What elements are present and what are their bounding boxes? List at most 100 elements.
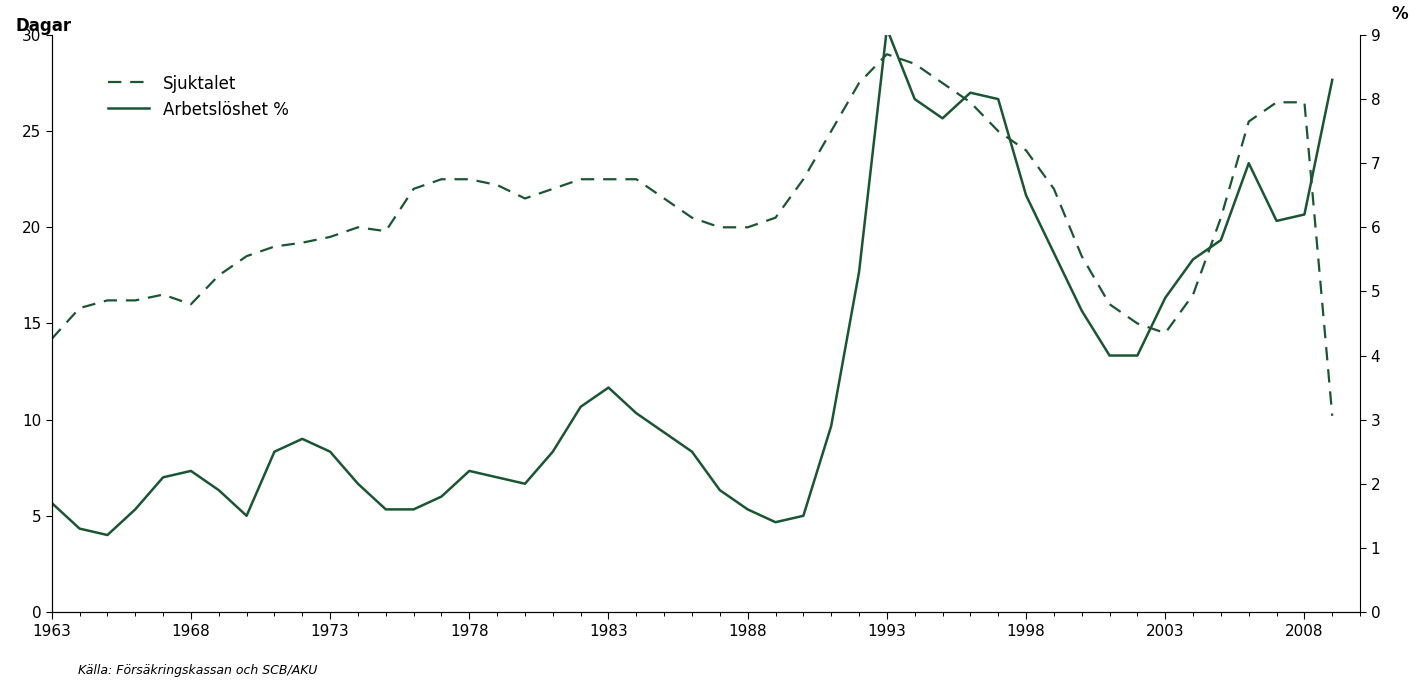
Sjuktalet bbox=[1046, 185, 1063, 193]
Sjuktalet bbox=[712, 223, 729, 232]
Arbetslöshet % bbox=[906, 95, 924, 104]
Sjuktalet bbox=[127, 296, 144, 304]
Sjuktalet bbox=[1241, 117, 1258, 125]
Arbetslöshet % bbox=[572, 402, 589, 411]
Arbetslöshet % bbox=[1184, 255, 1201, 264]
Arbetslöshet % bbox=[1046, 249, 1063, 257]
Arbetslöshet % bbox=[1073, 306, 1090, 315]
Arbetslöshet % bbox=[517, 479, 534, 488]
Sjuktalet bbox=[377, 227, 394, 235]
Y-axis label: Dagar: Dagar bbox=[16, 17, 71, 35]
Sjuktalet bbox=[1268, 98, 1285, 106]
Sjuktalet bbox=[155, 291, 172, 299]
Y-axis label: %: % bbox=[1392, 5, 1407, 23]
Arbetslöshet % bbox=[767, 518, 784, 526]
Sjuktalet bbox=[683, 214, 700, 222]
Arbetslöshet % bbox=[1212, 236, 1229, 244]
Sjuktalet bbox=[1101, 300, 1118, 308]
Arbetslöshet % bbox=[1241, 159, 1258, 168]
Sjuktalet bbox=[656, 194, 673, 202]
Arbetslöshet % bbox=[683, 447, 700, 456]
Sjuktalet bbox=[572, 175, 589, 183]
Arbetslöshet % bbox=[238, 511, 255, 520]
Arbetslöshet % bbox=[377, 505, 394, 513]
Sjuktalet bbox=[238, 252, 255, 260]
Arbetslöshet % bbox=[962, 89, 979, 97]
Sjuktalet bbox=[461, 175, 478, 183]
Sjuktalet bbox=[1184, 291, 1201, 299]
Arbetslöshet % bbox=[601, 383, 618, 392]
Arbetslöshet % bbox=[1101, 351, 1118, 360]
Sjuktalet bbox=[989, 127, 1006, 136]
Arbetslöshet % bbox=[989, 95, 1006, 104]
Arbetslöshet % bbox=[350, 479, 367, 488]
Sjuktalet bbox=[933, 79, 951, 87]
Legend: Sjuktalet, Arbetslöshet %: Sjuktalet, Arbetslöshet % bbox=[100, 67, 297, 128]
Sjuktalet bbox=[182, 300, 199, 308]
Sjuktalet bbox=[851, 79, 868, 87]
Arbetslöshet % bbox=[322, 447, 339, 456]
Sjuktalet bbox=[962, 98, 979, 106]
Sjuktalet bbox=[406, 185, 423, 193]
Arbetslöshet % bbox=[1128, 351, 1146, 360]
Arbetslöshet % bbox=[155, 473, 172, 481]
Arbetslöshet % bbox=[851, 268, 868, 276]
Line: Arbetslöshet %: Arbetslöshet % bbox=[51, 29, 1332, 535]
Arbetslöshet % bbox=[182, 467, 199, 475]
Sjuktalet bbox=[98, 296, 115, 304]
Arbetslöshet % bbox=[266, 447, 283, 456]
Line: Sjuktalet: Sjuktalet bbox=[51, 54, 1332, 416]
Sjuktalet bbox=[1296, 98, 1313, 106]
Sjuktalet bbox=[1323, 412, 1340, 420]
Arbetslöshet % bbox=[461, 467, 478, 475]
Sjuktalet bbox=[350, 223, 367, 232]
Arbetslöshet % bbox=[71, 524, 88, 533]
Arbetslöshet % bbox=[127, 505, 144, 513]
Arbetslöshet % bbox=[628, 409, 645, 417]
Sjuktalet bbox=[1157, 329, 1174, 337]
Sjuktalet bbox=[433, 175, 450, 183]
Sjuktalet bbox=[1128, 319, 1146, 328]
Arbetslöshet % bbox=[433, 492, 450, 501]
Arbetslöshet % bbox=[488, 473, 505, 481]
Text: Källa: Försäkringskassan och SCB/AKU: Källa: Försäkringskassan och SCB/AKU bbox=[78, 664, 317, 677]
Arbetslöshet % bbox=[795, 511, 813, 520]
Sjuktalet bbox=[293, 238, 310, 247]
Sjuktalet bbox=[1017, 146, 1035, 155]
Sjuktalet bbox=[822, 127, 840, 136]
Sjuktalet bbox=[878, 50, 895, 59]
Arbetslöshet % bbox=[1017, 191, 1035, 200]
Arbetslöshet % bbox=[43, 499, 60, 507]
Sjuktalet bbox=[517, 194, 534, 202]
Arbetslöshet % bbox=[712, 486, 729, 494]
Sjuktalet bbox=[795, 175, 813, 183]
Sjuktalet bbox=[1212, 214, 1229, 222]
Sjuktalet bbox=[601, 175, 618, 183]
Arbetslöshet % bbox=[739, 505, 756, 513]
Arbetslöshet % bbox=[1323, 76, 1340, 84]
Arbetslöshet % bbox=[933, 114, 951, 123]
Sjuktalet bbox=[739, 223, 756, 232]
Arbetslöshet % bbox=[822, 422, 840, 430]
Sjuktalet bbox=[71, 304, 88, 312]
Arbetslöshet % bbox=[406, 505, 423, 513]
Arbetslöshet % bbox=[1157, 294, 1174, 302]
Arbetslöshet % bbox=[1268, 217, 1285, 225]
Arbetslöshet % bbox=[211, 486, 228, 494]
Sjuktalet bbox=[906, 60, 924, 68]
Arbetslöshet % bbox=[544, 447, 561, 456]
Arbetslöshet % bbox=[98, 531, 115, 539]
Arbetslöshet % bbox=[1296, 210, 1313, 219]
Sjuktalet bbox=[1073, 252, 1090, 260]
Sjuktalet bbox=[211, 271, 228, 279]
Sjuktalet bbox=[628, 175, 645, 183]
Sjuktalet bbox=[767, 214, 784, 222]
Sjuktalet bbox=[266, 242, 283, 251]
Arbetslöshet % bbox=[293, 434, 310, 443]
Arbetslöshet % bbox=[878, 25, 895, 33]
Sjuktalet bbox=[544, 185, 561, 193]
Sjuktalet bbox=[43, 335, 60, 343]
Sjuktalet bbox=[488, 181, 505, 189]
Arbetslöshet % bbox=[656, 428, 673, 437]
Sjuktalet bbox=[322, 233, 339, 241]
